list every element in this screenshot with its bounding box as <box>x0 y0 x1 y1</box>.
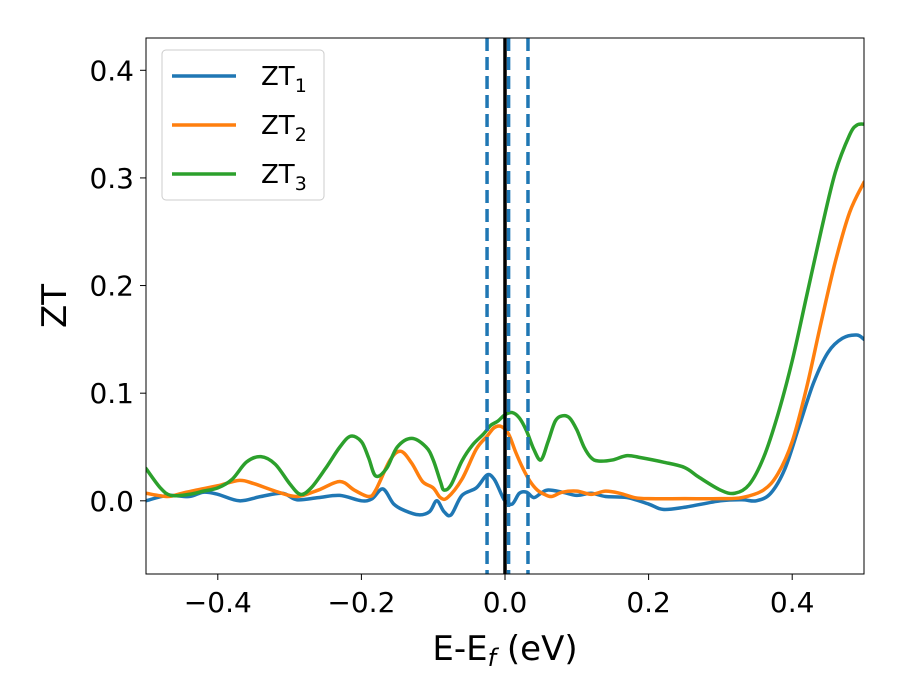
x-tick-label: 0.2 <box>626 586 671 619</box>
y-axis-title: ZT <box>35 284 75 328</box>
y-tick-label: 0.4 <box>89 54 134 87</box>
series-line-3 <box>146 122 864 498</box>
series-line-1 <box>146 333 864 518</box>
x-tick-label: 0.0 <box>483 586 528 619</box>
x-axis-title: E-Ef (eV) <box>432 629 577 672</box>
legend-label-2: ZT2 <box>261 111 307 146</box>
x-axis: −0.4 −0.2 0.0 0.2 0.4 <box>184 574 815 619</box>
y-tick-label: 0.3 <box>89 162 134 195</box>
y-tick-label: 0.0 <box>89 485 134 518</box>
y-tick-label: 0.1 <box>89 377 134 410</box>
y-tick-label: 0.2 <box>89 270 134 303</box>
x-tick-label: −0.4 <box>184 586 252 619</box>
legend-label-3: ZT3 <box>261 160 307 195</box>
legend: ZT1 ZT2 ZT3 <box>161 49 325 201</box>
x-tick-label: 0.4 <box>770 586 815 619</box>
x-tick-label: −0.2 <box>327 586 395 619</box>
plot-content <box>146 38 864 574</box>
legend-box <box>161 49 325 201</box>
y-axis: 0.0 0.1 0.2 0.3 0.4 <box>89 54 146 518</box>
legend-label-1: ZT1 <box>261 62 307 97</box>
